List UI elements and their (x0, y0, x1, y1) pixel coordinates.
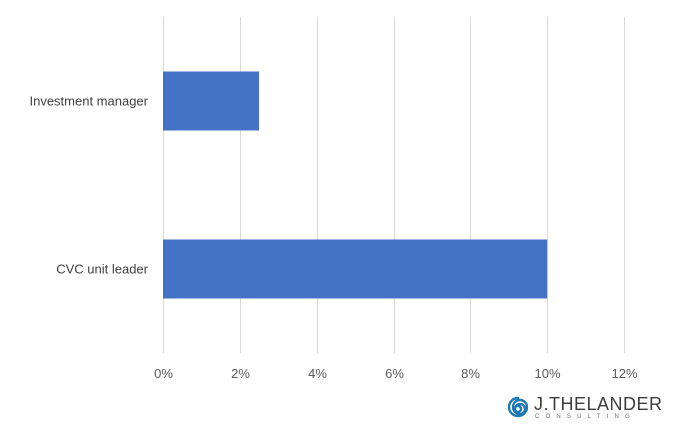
category-label: CVC unit leader (56, 262, 148, 277)
x-tick-label: 6% (385, 366, 404, 381)
x-tick-label: 8% (461, 366, 480, 381)
logo-subtitle: CONSULTING (535, 414, 636, 420)
x-tick-label: 12% (611, 366, 637, 381)
x-tick-label: 4% (308, 366, 327, 381)
bar (163, 71, 260, 131)
bar (163, 239, 548, 299)
x-tick-label: 2% (231, 366, 250, 381)
company-logo: J.THELANDER CONSULTING (507, 393, 667, 425)
category-label: Investment manager (29, 94, 148, 109)
logo-name: J.THELANDER (534, 394, 663, 414)
x-tick-label: 0% (154, 366, 173, 381)
x-tick-label: 10% (534, 366, 560, 381)
spiral-icon (507, 396, 529, 418)
